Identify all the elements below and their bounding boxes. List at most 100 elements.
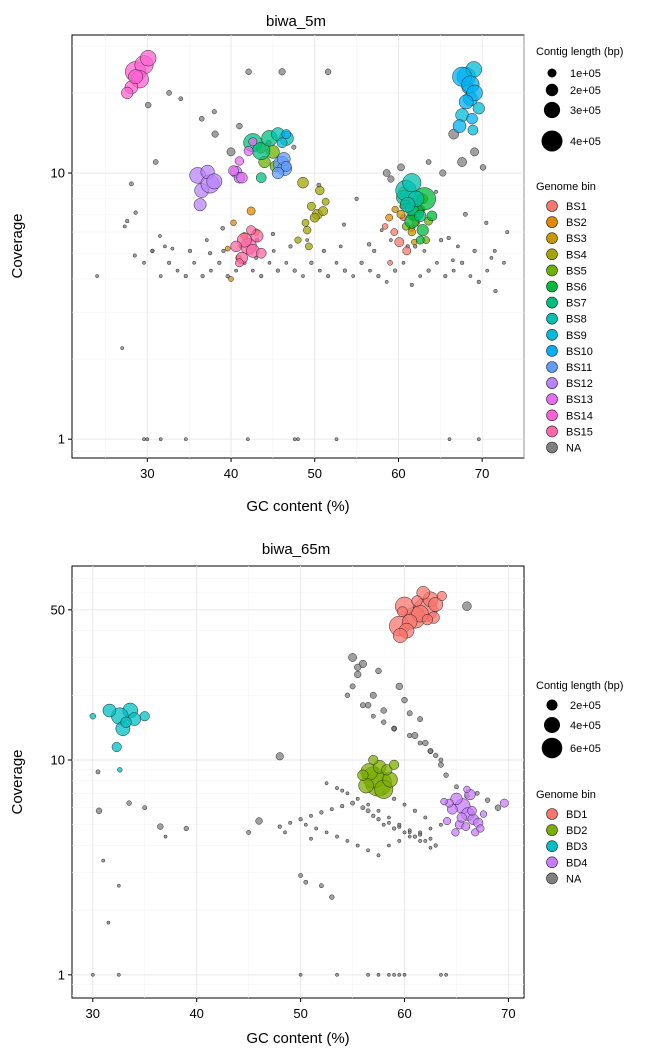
data-point-na [183, 825, 189, 832]
data-point-na [250, 268, 255, 273]
data-point-na [368, 268, 372, 273]
data-point-na [427, 748, 434, 754]
data-point-na [411, 732, 419, 739]
data-point-bs12 [206, 173, 223, 190]
data-point-na [236, 122, 243, 130]
data-point-na [277, 824, 282, 829]
data-point-na [428, 845, 433, 850]
data-point-na [163, 244, 167, 249]
data-point-na [255, 817, 263, 825]
data-point-bs2 [385, 213, 394, 222]
data-point-na [366, 972, 370, 977]
y-tick-label: 10 [51, 166, 65, 181]
data-point-na [283, 830, 287, 835]
data-point-na [220, 226, 225, 231]
data-point-na [145, 101, 152, 109]
data-point-na [360, 702, 366, 709]
data-point-na [387, 972, 391, 977]
data-point-na [319, 883, 324, 889]
size-legend-marker [546, 699, 558, 711]
color-legend-marker [546, 425, 558, 438]
data-point-bd4 [440, 797, 448, 806]
color-legend-label: BS11 [566, 362, 592, 374]
x-tick-label: 30 [86, 1006, 100, 1021]
data-point-na [198, 115, 205, 122]
points [95, 49, 510, 442]
data-point-na [150, 248, 155, 253]
size-legend-title: Contig length (bp) [536, 46, 623, 58]
data-point-na [270, 231, 275, 237]
plot-area [71, 565, 525, 999]
data-point-bs8 [402, 173, 422, 193]
data-point-na [309, 836, 313, 841]
chart-biwa-65m: biwa_65m 30 40 50 60 70 1 10 50 GC content (%)… [9, 541, 623, 1047]
data-point-na [446, 235, 451, 241]
data-point-na [422, 249, 427, 253]
data-point-na [170, 246, 175, 251]
color-legend-marker [546, 328, 558, 341]
data-point-bs1 [394, 237, 405, 247]
size-legend-label: 3e+05 [570, 105, 601, 117]
size-legend-marker [541, 737, 563, 759]
data-point-na [284, 260, 289, 265]
color-legend-label: BS9 [566, 330, 587, 342]
data-point-na [476, 279, 481, 284]
data-point-na [208, 251, 213, 256]
data-point-na [418, 830, 423, 835]
data-point-na [354, 196, 359, 201]
y-tick-label: 1 [58, 432, 65, 447]
data-point-na [344, 692, 351, 698]
data-point-na [402, 972, 407, 977]
data-point-na [382, 169, 391, 177]
data-point-na [116, 972, 121, 977]
data-point-bd4 [467, 806, 477, 816]
data-point-bs4 [294, 236, 302, 244]
color-legend-marker [546, 441, 558, 454]
x-ticks: 30 40 50 60 70 [140, 458, 489, 481]
color-legend-label: BS2 [566, 217, 587, 229]
data-point-na [90, 972, 95, 977]
data-point-na [417, 716, 424, 722]
data-point-na [354, 663, 362, 671]
data-point-na [355, 796, 360, 801]
y-tick-label: 1 [58, 967, 65, 982]
data-point-na [443, 274, 448, 279]
color-legend-marker [546, 248, 558, 261]
data-point-bs10 [458, 94, 474, 110]
data-point-na [423, 815, 428, 820]
data-point-na [342, 222, 346, 227]
data-point-na [329, 807, 334, 812]
color-legend-label: BS5 [566, 265, 587, 277]
data-point-na [380, 707, 387, 714]
data-point-bs13 [248, 137, 258, 147]
data-point-na [211, 109, 217, 115]
data-point-na [275, 752, 284, 761]
color-legend-label: BS8 [566, 314, 587, 326]
data-point-bs10 [452, 119, 467, 133]
data-point-na [305, 238, 310, 242]
data-point-na [183, 437, 188, 442]
color-legend-label: BS7 [566, 298, 587, 310]
data-point-na [443, 772, 449, 778]
data-point-na [292, 268, 297, 273]
data-point-na [217, 260, 222, 265]
data-point-na [324, 830, 329, 835]
data-point-na [345, 791, 350, 796]
data-point-bs4 [318, 206, 328, 216]
data-point-na [225, 274, 230, 279]
data-point-bs6 [415, 235, 425, 245]
data-point-na [392, 972, 396, 977]
data-point-na [321, 248, 326, 253]
data-point-na [298, 873, 303, 878]
data-point-bs4 [305, 242, 313, 251]
data-point-na [158, 274, 163, 278]
data-point-na [375, 667, 382, 675]
data-point-na [412, 834, 417, 839]
data-point-na [335, 786, 339, 791]
data-point-na [366, 242, 372, 247]
data-point-na [369, 691, 377, 699]
data-point-na [245, 437, 250, 442]
data-point-na [381, 822, 386, 827]
data-point-na [296, 437, 300, 442]
data-point-na [492, 248, 497, 253]
